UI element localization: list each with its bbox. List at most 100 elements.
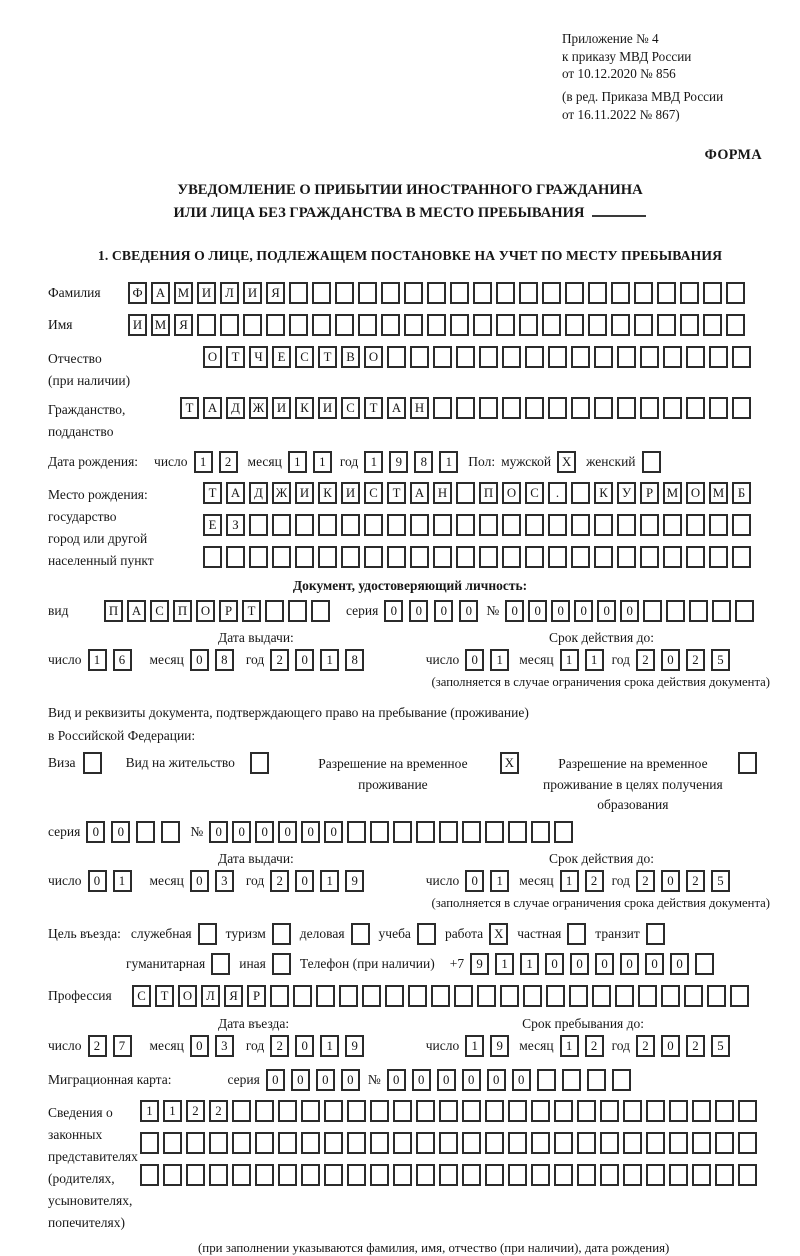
guardians-row3-input-cell[interactable] xyxy=(738,1164,757,1187)
guardians-row1-input-cell[interactable] xyxy=(508,1100,527,1123)
migration-series-input-cell[interactable]: 0 xyxy=(290,1069,310,1092)
sex-female-checkbox-cell[interactable] xyxy=(641,451,661,474)
doc-issue-day-input-cell[interactable]: 1 xyxy=(87,648,107,671)
guardians-row1-input-cell[interactable]: 2 xyxy=(186,1100,205,1123)
profession-input-cell[interactable] xyxy=(293,985,312,1008)
citizenship-input-cell[interactable] xyxy=(479,397,498,420)
permit-valid-year-input-cell[interactable]: 2 xyxy=(686,870,705,893)
birthplace-row2-input-cell[interactable]: Е xyxy=(203,514,222,537)
guardians-row3-input-cell[interactable] xyxy=(462,1164,481,1187)
given-name-input-cell[interactable] xyxy=(381,313,400,336)
birthplace-row3-input-cell[interactable] xyxy=(318,546,337,569)
given-name-input-cell[interactable]: Я xyxy=(174,313,193,336)
guardians-row1-input-cell[interactable] xyxy=(600,1100,619,1123)
citizenship-input-cell[interactable] xyxy=(525,397,544,420)
entry-month-input-cell[interactable]: 3 xyxy=(214,1035,234,1058)
residence-permit-checkbox[interactable] xyxy=(249,752,269,775)
guardians-row3-input-cell[interactable] xyxy=(324,1164,343,1187)
given-name-input-cell[interactable]: И xyxy=(128,313,147,336)
stay-month-input-cell[interactable]: 2 xyxy=(584,1035,604,1058)
birthplace-row2-input-cell[interactable] xyxy=(318,514,337,537)
phone-input-cell[interactable]: 0 xyxy=(595,953,615,976)
permit-issue-month-input-cell[interactable]: 0 xyxy=(189,870,209,893)
birthplace-row3-input-cell[interactable] xyxy=(272,546,291,569)
guardians-row2-input-cell[interactable] xyxy=(600,1132,619,1155)
citizenship-input-cell[interactable] xyxy=(663,397,682,420)
entry-year-input-cell[interactable]: 9 xyxy=(345,1035,365,1058)
given-name-input-cell[interactable] xyxy=(404,313,423,336)
birthplace-row2-input-cell[interactable] xyxy=(479,514,498,537)
guardians-row2-input-cell[interactable] xyxy=(278,1132,297,1155)
patronymic-input-cell[interactable] xyxy=(502,345,521,368)
birthplace-row2-input-cell[interactable] xyxy=(525,514,544,537)
profession-input-cell[interactable]: О xyxy=(178,985,197,1008)
doc-series-input-cell[interactable]: 0 xyxy=(459,599,479,622)
guardians-row1-input-cell[interactable] xyxy=(370,1100,389,1123)
given-name-input-cell[interactable] xyxy=(335,313,354,336)
birthplace-row2-input-cell[interactable] xyxy=(341,514,360,537)
doc-number-input-cell[interactable]: 0 xyxy=(574,599,594,622)
doc-number-input-cell[interactable]: 0 xyxy=(505,599,525,622)
birthplace-row3-input-cell[interactable] xyxy=(295,546,314,569)
birthplace-row3-input-cell[interactable] xyxy=(456,546,475,569)
doc-valid-year-input-cell[interactable]: 5 xyxy=(711,648,730,671)
birthplace-row1-input-cell[interactable]: Ж xyxy=(272,482,291,505)
entry-day-input-cell[interactable]: 7 xyxy=(112,1035,132,1058)
temp-residence-checkbox[interactable]: X xyxy=(499,752,519,775)
profession-input-cell[interactable] xyxy=(454,985,473,1008)
patronymic-input-cell[interactable]: О xyxy=(203,345,222,368)
birthplace-row1-input-cell[interactable]: С xyxy=(364,482,383,505)
birthplace-row2-input-cell[interactable] xyxy=(548,514,567,537)
birthplace-row2-input-cell[interactable] xyxy=(272,514,291,537)
given-name-input-cell[interactable] xyxy=(427,313,446,336)
guardians-row2-input-cell[interactable] xyxy=(301,1132,320,1155)
guardians-row3-input-cell[interactable] xyxy=(186,1164,205,1187)
doc-issue-year-input-cell[interactable]: 2 xyxy=(270,648,290,671)
purpose-business-checkbox-cell[interactable] xyxy=(350,923,370,946)
permit-issue-year-input-cell[interactable]: 0 xyxy=(295,870,315,893)
guardians-row1-input-cell[interactable] xyxy=(347,1100,366,1123)
birthplace-row3-input-cell[interactable] xyxy=(617,546,636,569)
birthplace-row3-input-cell[interactable] xyxy=(709,546,728,569)
birthplace-row3-input-cell[interactable] xyxy=(640,546,659,569)
birthplace-row2-input-cell[interactable] xyxy=(364,514,383,537)
patronymic-input-cell[interactable]: Ч xyxy=(249,345,268,368)
temp-residence-checkbox-cell[interactable]: X xyxy=(499,752,519,775)
permit-issue-year-input-cell[interactable]: 2 xyxy=(270,870,290,893)
patronymic-input-cell[interactable] xyxy=(525,345,544,368)
permit-number-input-cell[interactable] xyxy=(531,821,551,844)
temp-residence-edu-checkbox-cell[interactable] xyxy=(737,752,757,775)
permit-issue-day-input-cell[interactable]: 1 xyxy=(112,870,132,893)
phone-input-cell[interactable]: 1 xyxy=(495,953,515,976)
given-name-input-cell[interactable] xyxy=(243,313,262,336)
surname-input-cell[interactable] xyxy=(542,281,561,304)
birthplace-row3-input-cell[interactable] xyxy=(594,546,613,569)
doc-number-input-cell[interactable] xyxy=(643,599,663,622)
patronymic-input-cell[interactable] xyxy=(594,345,613,368)
surname-input-cell[interactable] xyxy=(634,281,653,304)
doc-valid-year-input-cell[interactable]: 2 xyxy=(636,648,655,671)
surname-input-cell[interactable] xyxy=(335,281,354,304)
phone-input-cell[interactable]: 1 xyxy=(520,953,540,976)
purpose-tourism-checkbox-cell[interactable] xyxy=(271,923,291,946)
given-name-input-cell[interactable] xyxy=(634,313,653,336)
doc-number-input-cell[interactable]: 0 xyxy=(528,599,548,622)
doc-valid-month-input-cell[interactable]: 1 xyxy=(584,648,604,671)
birthplace-row3-input-cell[interactable] xyxy=(571,546,590,569)
birthplace-row3-input-cell[interactable] xyxy=(525,546,544,569)
birthplace-row3-input-cell[interactable] xyxy=(226,546,245,569)
citizenship-input-cell[interactable] xyxy=(709,397,728,420)
birthplace-row3-input-cell[interactable] xyxy=(387,546,406,569)
profession-input-cell[interactable]: Р xyxy=(247,985,266,1008)
citizenship-input-cell[interactable]: Т xyxy=(364,397,383,420)
profession-input-cell[interactable]: С xyxy=(132,985,151,1008)
patronymic-input-cell[interactable] xyxy=(640,345,659,368)
visa-checkbox-cell[interactable] xyxy=(82,752,102,775)
patronymic-input-cell[interactable] xyxy=(663,345,682,368)
sex-male-checkbox[interactable]: X xyxy=(557,451,577,474)
doc-valid-month-input-cell[interactable]: 1 xyxy=(559,648,579,671)
permit-number-input-cell[interactable]: 0 xyxy=(255,821,275,844)
guardians-row3-input-cell[interactable] xyxy=(600,1164,619,1187)
patronymic-input-cell[interactable] xyxy=(732,345,751,368)
birthplace-row1-input-cell[interactable] xyxy=(456,482,475,505)
